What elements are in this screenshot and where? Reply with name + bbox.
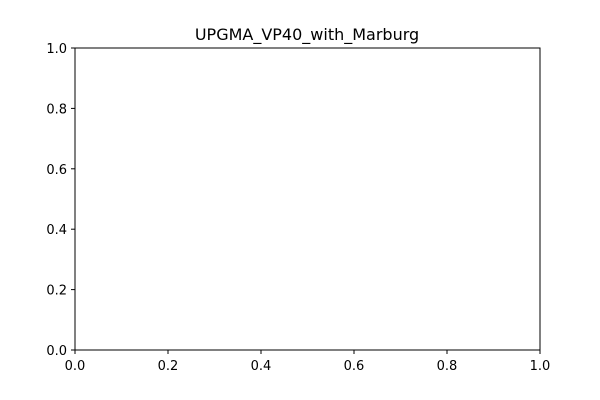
x-axis: 0.0 0.2 0.4 0.6 0.8 1.0 (65, 350, 551, 374)
x-tick-label: 0.6 (344, 359, 365, 374)
y-tick-label: 0.2 (46, 284, 67, 299)
chart-title: UPGMA_VP40_with_Marburg (195, 25, 419, 45)
x-tick-label: 0.4 (251, 359, 272, 374)
x-tick-label: 1.0 (530, 359, 551, 374)
plot-frame (74, 47, 541, 351)
y-tick-label: 0.0 (46, 344, 67, 359)
x-tick-label: 0.0 (65, 359, 86, 374)
y-tick-label: 1.0 (46, 42, 67, 57)
y-tick-label: 0.4 (46, 223, 67, 238)
y-tick-label: 0.6 (46, 163, 67, 178)
y-axis: 0.0 0.2 0.4 0.6 0.8 1.0 (46, 42, 75, 359)
x-tick-label: 0.8 (437, 359, 458, 374)
y-tick-label: 0.8 (46, 102, 67, 117)
x-tick-label: 0.2 (158, 359, 179, 374)
